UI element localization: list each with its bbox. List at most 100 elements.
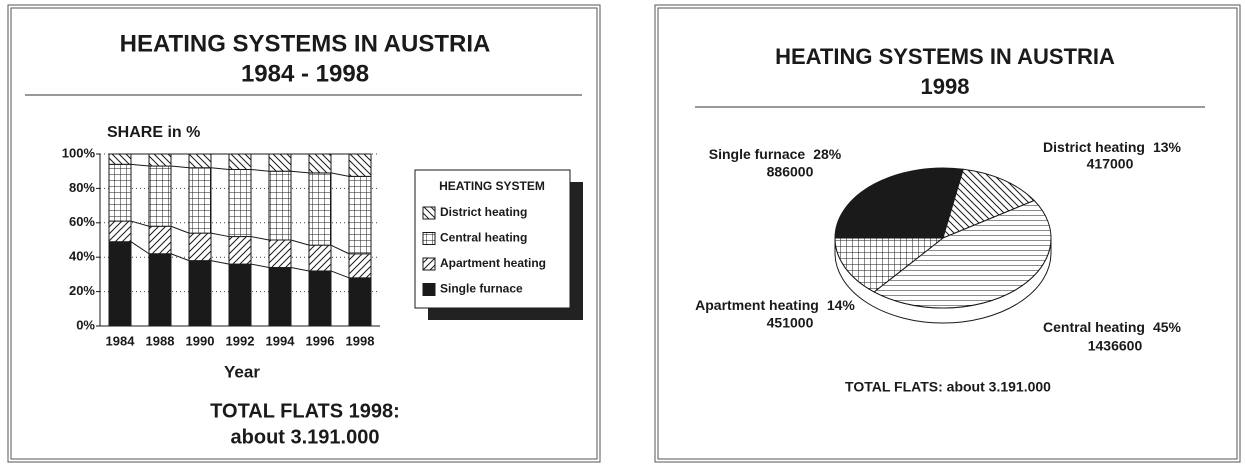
bar-segment	[148, 153, 172, 167]
bar-segment	[348, 175, 372, 255]
bar-segment	[188, 167, 212, 234]
bar-segment	[108, 153, 132, 165]
connector	[170, 225, 190, 234]
panel-frame	[657, 7, 1238, 460]
slice-value: 28%	[813, 146, 842, 162]
bar-segment	[348, 153, 372, 177]
pie-slice	[873, 199, 1052, 309]
bar-segment	[268, 267, 292, 327]
legend-label: District heating	[440, 205, 527, 219]
chart-title: HEATING SYSTEMS IN AUSTRIA	[775, 44, 1115, 69]
x-axis-label: Year	[224, 362, 260, 381]
slice-label: District heating 13%	[1043, 139, 1181, 155]
annotation: TOTAL FLATS: about 3.191.000	[845, 379, 1051, 395]
connector	[290, 239, 310, 246]
annotation: about 3.191.000	[231, 426, 380, 448]
slice-name: District heating	[1043, 139, 1145, 155]
pie-slice	[942, 168, 1036, 239]
slice-name: Single furnace	[709, 146, 806, 162]
bar-segment	[108, 220, 132, 243]
y-tick-label: 40%	[69, 249, 95, 264]
bar-segment	[228, 263, 252, 327]
connector	[170, 253, 190, 262]
pie-slice	[834, 237, 945, 293]
bar-segment	[308, 270, 332, 327]
slice-count: 886000	[767, 164, 814, 180]
bar-segment	[148, 225, 172, 255]
connector	[250, 168, 270, 172]
x-tick-label: 1992	[226, 333, 255, 348]
connector	[130, 163, 150, 167]
bar-segment	[348, 253, 372, 279]
annotation: TOTAL FLATS 1998:	[210, 400, 400, 422]
bar-segment	[308, 172, 332, 246]
x-tick-label: 1988	[146, 333, 175, 348]
legend-label: Central heating	[440, 231, 527, 245]
connector	[210, 260, 230, 265]
connector	[290, 170, 310, 174]
bar-segment	[188, 260, 212, 327]
bar-segment	[268, 170, 292, 241]
x-tick-label: 1984	[106, 333, 136, 348]
y-tick-label: 80%	[69, 180, 95, 195]
bar-segment	[228, 153, 252, 170]
connector	[130, 220, 150, 227]
panel-frame	[7, 4, 601, 463]
slice-value: 13%	[1153, 139, 1182, 155]
legend-swatch	[422, 206, 436, 220]
legend-swatch	[422, 257, 436, 271]
bar-segment	[228, 236, 252, 265]
pie-slice	[834, 167, 964, 239]
legend-title: HEATING SYSTEM	[439, 179, 545, 193]
bar-segment	[308, 244, 332, 272]
slice-value: 14%	[827, 297, 856, 313]
slice-name: Central heating	[1043, 319, 1145, 335]
bar-segment	[188, 153, 212, 169]
y-axis-label: SHARE in %	[107, 124, 200, 141]
bar-segment	[108, 163, 132, 222]
x-tick-label: 1998	[346, 333, 375, 348]
chart-subtitle: 1984 - 1998	[241, 60, 369, 87]
slice-value: 45%	[1153, 319, 1182, 335]
x-tick-label: 1990	[186, 333, 215, 348]
bar-segment	[268, 153, 292, 172]
slice-name: Apartment heating	[695, 297, 819, 313]
slice-count: 417000	[1087, 156, 1134, 172]
x-tick-label: 1994	[266, 333, 296, 348]
chart-subtitle: 1998	[921, 74, 970, 99]
bar-segment	[148, 253, 172, 327]
y-tick-label: 100%	[62, 145, 96, 160]
bar-segment	[228, 168, 252, 238]
slice-label: Central heating 45%	[1043, 319, 1181, 335]
legend-label: Single furnace	[440, 282, 523, 296]
legend-box	[414, 169, 571, 309]
slice-count: 451000	[767, 315, 814, 331]
legend-swatch	[422, 283, 436, 296]
bar-segment	[348, 277, 372, 327]
connector	[170, 165, 190, 169]
connector	[250, 236, 270, 241]
connector	[250, 263, 270, 269]
y-tick-label: 60%	[69, 214, 95, 229]
slice-label: Single furnace 28%	[709, 146, 842, 162]
connector	[130, 241, 150, 255]
x-tick-label: 1996	[306, 333, 335, 348]
legend-swatch	[422, 232, 436, 245]
chart-title: HEATING SYSTEMS IN AUSTRIA	[120, 30, 491, 57]
connector	[330, 244, 350, 255]
panel-frame	[10, 7, 598, 460]
connector	[210, 167, 230, 170]
panel-frame	[654, 4, 1241, 463]
bar-segment	[108, 241, 132, 327]
connector	[290, 267, 310, 272]
y-tick-label: 20%	[69, 283, 95, 298]
slice-label: Apartment heating 14%	[695, 297, 855, 313]
bar-segment	[188, 232, 212, 262]
bar-segment	[148, 165, 172, 227]
legend-label: Apartment heating	[440, 256, 546, 270]
connector	[210, 232, 230, 238]
connector	[330, 172, 350, 177]
connector	[330, 270, 350, 279]
slice-count: 1436600	[1088, 338, 1143, 354]
